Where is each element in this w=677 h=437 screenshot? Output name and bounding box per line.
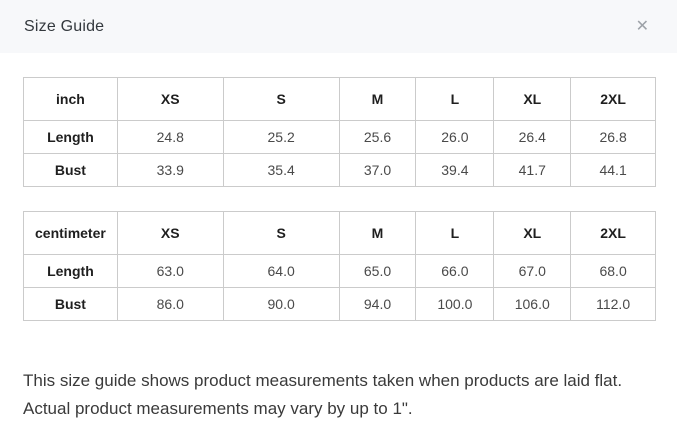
size-header-cell: XS [116, 211, 224, 255]
size-cell: 106.0 [493, 287, 572, 321]
size-cell: 44.1 [570, 153, 656, 187]
unit-header-cell: centimeter [23, 211, 118, 255]
modal-header: Size Guide ✕ [0, 0, 677, 53]
size-header-cell: XS [116, 77, 224, 121]
size-header-cell: 2XL [570, 77, 656, 121]
size-cell: 68.0 [570, 254, 656, 288]
size-cell: 25.2 [222, 120, 340, 154]
size-table-centimeter: centimeter XS S M L XL 2XL Length 63.0 6… [23, 211, 656, 321]
size-cell: 112.0 [570, 287, 656, 321]
size-cell: 90.0 [222, 287, 340, 321]
row-label: Length [23, 254, 118, 288]
size-cell: 37.0 [338, 153, 417, 187]
size-header-cell: XL [493, 211, 572, 255]
size-header-cell: XL [493, 77, 572, 121]
row-label: Bust [23, 287, 118, 321]
size-table-inch: inch XS S M L XL 2XL Length 24.8 25.2 25… [23, 77, 656, 187]
close-button[interactable]: ✕ [630, 15, 655, 39]
size-header-cell: S [222, 211, 340, 255]
size-header-cell: S [222, 77, 340, 121]
size-header-cell: M [338, 77, 417, 121]
table-header-row: centimeter XS S M L XL 2XL [23, 211, 656, 255]
table-header-row: inch XS S M L XL 2XL [23, 77, 656, 121]
size-header-cell: L [415, 77, 495, 121]
close-icon: ✕ [635, 17, 649, 35]
size-cell: 26.8 [570, 120, 656, 154]
row-label: Length [23, 120, 118, 154]
size-cell: 25.6 [338, 120, 417, 154]
size-cell: 100.0 [415, 287, 495, 321]
size-header-cell: L [415, 211, 495, 255]
table-row: Length 24.8 25.2 25.6 26.0 26.4 26.8 [23, 120, 656, 154]
table-row: Bust 86.0 90.0 94.0 100.0 106.0 112.0 [23, 287, 656, 321]
size-cell: 26.4 [493, 120, 572, 154]
size-cell: 24.8 [116, 120, 224, 154]
table-row: Length 63.0 64.0 65.0 66.0 67.0 68.0 [23, 254, 656, 288]
size-cell: 26.0 [415, 120, 495, 154]
size-cell: 67.0 [493, 254, 572, 288]
size-header-cell: M [338, 211, 417, 255]
footnote: This size guide shows product measuremen… [23, 371, 623, 418]
size-cell: 39.4 [415, 153, 495, 187]
size-cell: 64.0 [222, 254, 340, 288]
size-cell: 65.0 [338, 254, 417, 288]
size-cell: 63.0 [116, 254, 224, 288]
modal-content: inch XS S M L XL 2XL Length 24.8 25.2 25… [0, 53, 677, 423]
size-cell: 35.4 [222, 153, 340, 187]
modal-title: Size Guide [24, 17, 105, 35]
size-header-cell: 2XL [570, 211, 656, 255]
size-cell: 41.7 [493, 153, 572, 187]
unit-header-cell: inch [23, 77, 118, 121]
size-cell: 66.0 [415, 254, 495, 288]
size-cell: 94.0 [338, 287, 417, 321]
size-cell: 86.0 [116, 287, 224, 321]
table-row: Bust 33.9 35.4 37.0 39.4 41.7 44.1 [23, 153, 656, 187]
row-label: Bust [23, 153, 118, 187]
size-cell: 33.9 [116, 153, 224, 187]
